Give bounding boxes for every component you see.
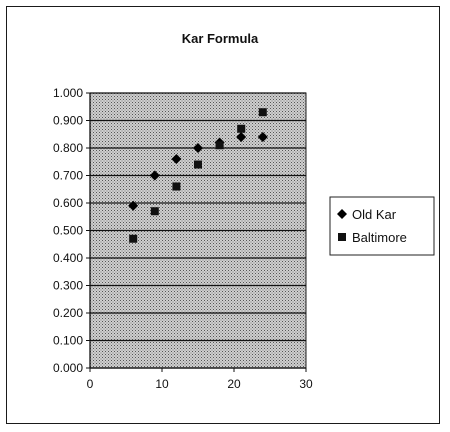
y-tick-label-1: 0.100 [53,334,83,348]
point-1-2 [172,182,181,191]
y-tick-label-6: 0.600 [53,196,83,210]
legend-label-1: Baltimore [352,230,407,245]
point-0-2 [171,154,182,164]
gridlines [90,92,306,369]
legend-box [329,196,435,256]
x-tick-label-3: 30 [299,377,313,391]
point-0-3 [193,143,203,153]
y-tick-label-8: 0.800 [53,141,83,155]
x-tick-label-2: 20 [227,377,241,391]
legend-label-0: Old Kar [352,207,397,222]
point-0-0 [128,200,139,211]
point-1-0 [129,234,138,243]
data-points [128,108,268,243]
y-tick-label-3: 0.300 [53,279,83,293]
y-tick-label-4: 0.400 [53,251,83,265]
y-tick-label-9: 0.900 [53,114,83,128]
y-tick-label-7: 0.700 [53,169,83,183]
y-tick-label-10: 1.000 [53,86,83,100]
point-0-6 [257,132,268,142]
x-tick-label-0: 0 [87,377,94,391]
y-tick-labels: 0.000 0.100 0.200 0.300 0.400 0.500 0.600 0.700… [53,86,90,375]
legend: Old Kar Baltimore [329,196,435,256]
y-tick-label-5: 0.500 [53,224,83,238]
point-1-5 [237,124,246,133]
point-0-1 [149,170,160,181]
point-1-6 [258,108,267,117]
point-0-5 [236,132,247,142]
y-tick-label-2: 0.200 [53,306,83,320]
legend-marker-0 [337,209,347,219]
point-1-4 [215,141,224,150]
x-tick-labels: 0 10 20 30 [87,368,313,391]
x-tick-label-1: 10 [155,377,169,391]
y-tick-label-0: 0.000 [53,361,83,375]
point-1-1 [150,207,159,216]
chart-title: Kar Formula [182,31,259,46]
point-1-3 [194,160,202,169]
legend-marker-1 [338,233,346,241]
